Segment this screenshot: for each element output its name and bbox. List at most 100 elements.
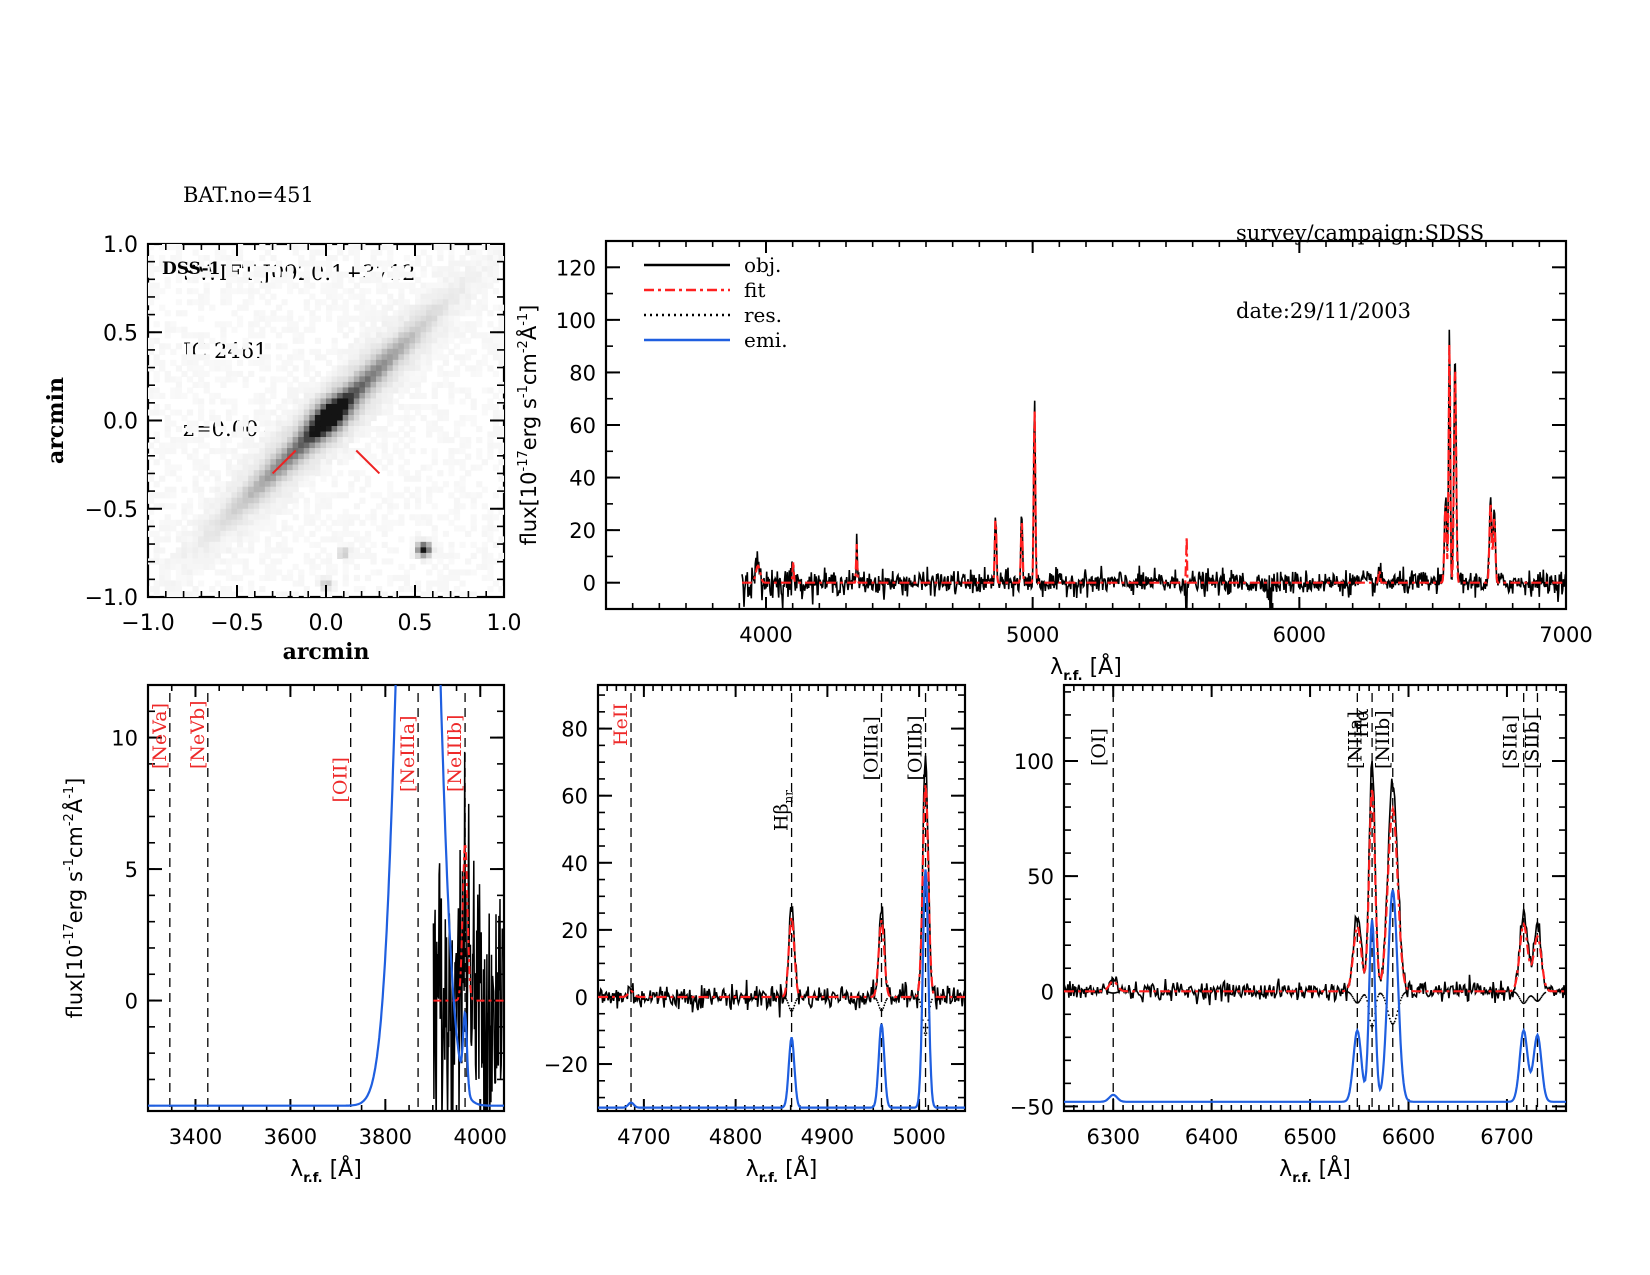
image-pixel (209, 497, 216, 504)
fit-trace (1064, 788, 1566, 993)
image-pixel (259, 514, 266, 521)
res-point (1381, 993, 1383, 996)
res-point (1389, 1020, 1392, 1023)
image-pixel (259, 403, 266, 411)
image-pixel (231, 348, 238, 355)
image-pixel (326, 448, 333, 455)
image-pixel (470, 492, 477, 499)
image-pixel (314, 271, 322, 278)
res-point (795, 999, 798, 1002)
line-label: [OIIIb] (905, 715, 927, 780)
image-pixel (398, 332, 405, 339)
image-pixel (203, 282, 210, 289)
image-pixel (303, 282, 310, 289)
image-pixel (498, 431, 504, 438)
y-tick-label: −50 (1010, 1095, 1054, 1119)
image-pixel (426, 321, 433, 328)
image-pixel (426, 585, 433, 593)
image-pixel (298, 525, 305, 532)
image-pixel (492, 332, 500, 339)
image-pixel (192, 530, 199, 537)
image-pixel (415, 326, 422, 333)
image-pixel (303, 381, 310, 389)
image-pixel (481, 530, 488, 537)
image-pixel (292, 442, 299, 449)
image-pixel (376, 332, 383, 339)
image-pixel (214, 365, 221, 372)
image-pixel (370, 392, 377, 400)
image-pixel (431, 453, 438, 460)
image-pixel (214, 255, 221, 262)
image-pixel (303, 277, 310, 284)
image-pixel (348, 293, 355, 300)
image-pixel (198, 541, 205, 548)
image-pixel (403, 310, 411, 317)
image-pixel (253, 481, 260, 488)
image-pixel (376, 376, 383, 383)
res-point (1372, 1024, 1374, 1027)
image-pixel (470, 591, 477, 597)
image-pixel (292, 365, 299, 372)
image-pixel (192, 453, 199, 460)
image-pixel (287, 370, 294, 377)
image-pixel (476, 426, 483, 433)
image-pixel (492, 266, 500, 273)
image-pixel (481, 266, 488, 273)
image-pixel (314, 552, 322, 559)
image-pixel (159, 547, 166, 554)
image-pixel (292, 481, 299, 488)
image-pixel (409, 348, 416, 355)
image-pixel (481, 547, 488, 554)
image-pixel (281, 470, 288, 477)
image-pixel (487, 249, 494, 256)
image-pixel (481, 343, 488, 350)
image-pixel (287, 574, 294, 582)
image-pixel (281, 486, 288, 493)
image-pixel (253, 508, 260, 515)
res-point (1383, 999, 1386, 1002)
image-pixel (175, 376, 182, 383)
image-pixel (426, 260, 433, 267)
image-pixel (231, 536, 238, 543)
image-pixel (242, 492, 249, 499)
image-pixel (248, 426, 255, 433)
image-pixel (192, 541, 199, 548)
image-pixel (487, 244, 494, 251)
image-pixel (203, 536, 210, 543)
image-pixel (220, 547, 227, 554)
image-pixel (498, 585, 504, 593)
image-pixel (431, 525, 438, 532)
image-pixel (259, 332, 266, 339)
image-pixel (481, 260, 488, 267)
image-pixel (148, 310, 155, 317)
res-point (1404, 991, 1407, 994)
image-pixel (275, 453, 283, 460)
image-pixel (309, 514, 316, 521)
image-pixel (398, 304, 405, 311)
image-pixel (415, 547, 422, 554)
image-pixel (198, 486, 205, 493)
image-pixel (264, 569, 271, 576)
image-pixel (453, 288, 461, 295)
image-pixel (326, 244, 333, 251)
image-pixel (431, 266, 438, 273)
image-pixel (281, 420, 288, 427)
image-pixel (337, 244, 344, 251)
image-pixel (292, 398, 299, 405)
image-pixel (376, 337, 383, 344)
image-pixel (292, 503, 299, 510)
image-pixel (337, 453, 344, 460)
image-pixel (426, 304, 433, 311)
image-pixel (342, 376, 349, 383)
x-tick-label: 0.5 (398, 611, 433, 636)
image-pixel (353, 563, 360, 571)
image-pixel (186, 530, 194, 537)
image-pixel (442, 370, 449, 377)
image-pixel (198, 536, 205, 543)
image-pixel (242, 536, 249, 543)
image-pixel (398, 359, 405, 366)
image-pixel (175, 580, 182, 587)
image-pixel (214, 514, 221, 521)
image-pixel (398, 448, 405, 455)
image-pixel (376, 343, 383, 350)
